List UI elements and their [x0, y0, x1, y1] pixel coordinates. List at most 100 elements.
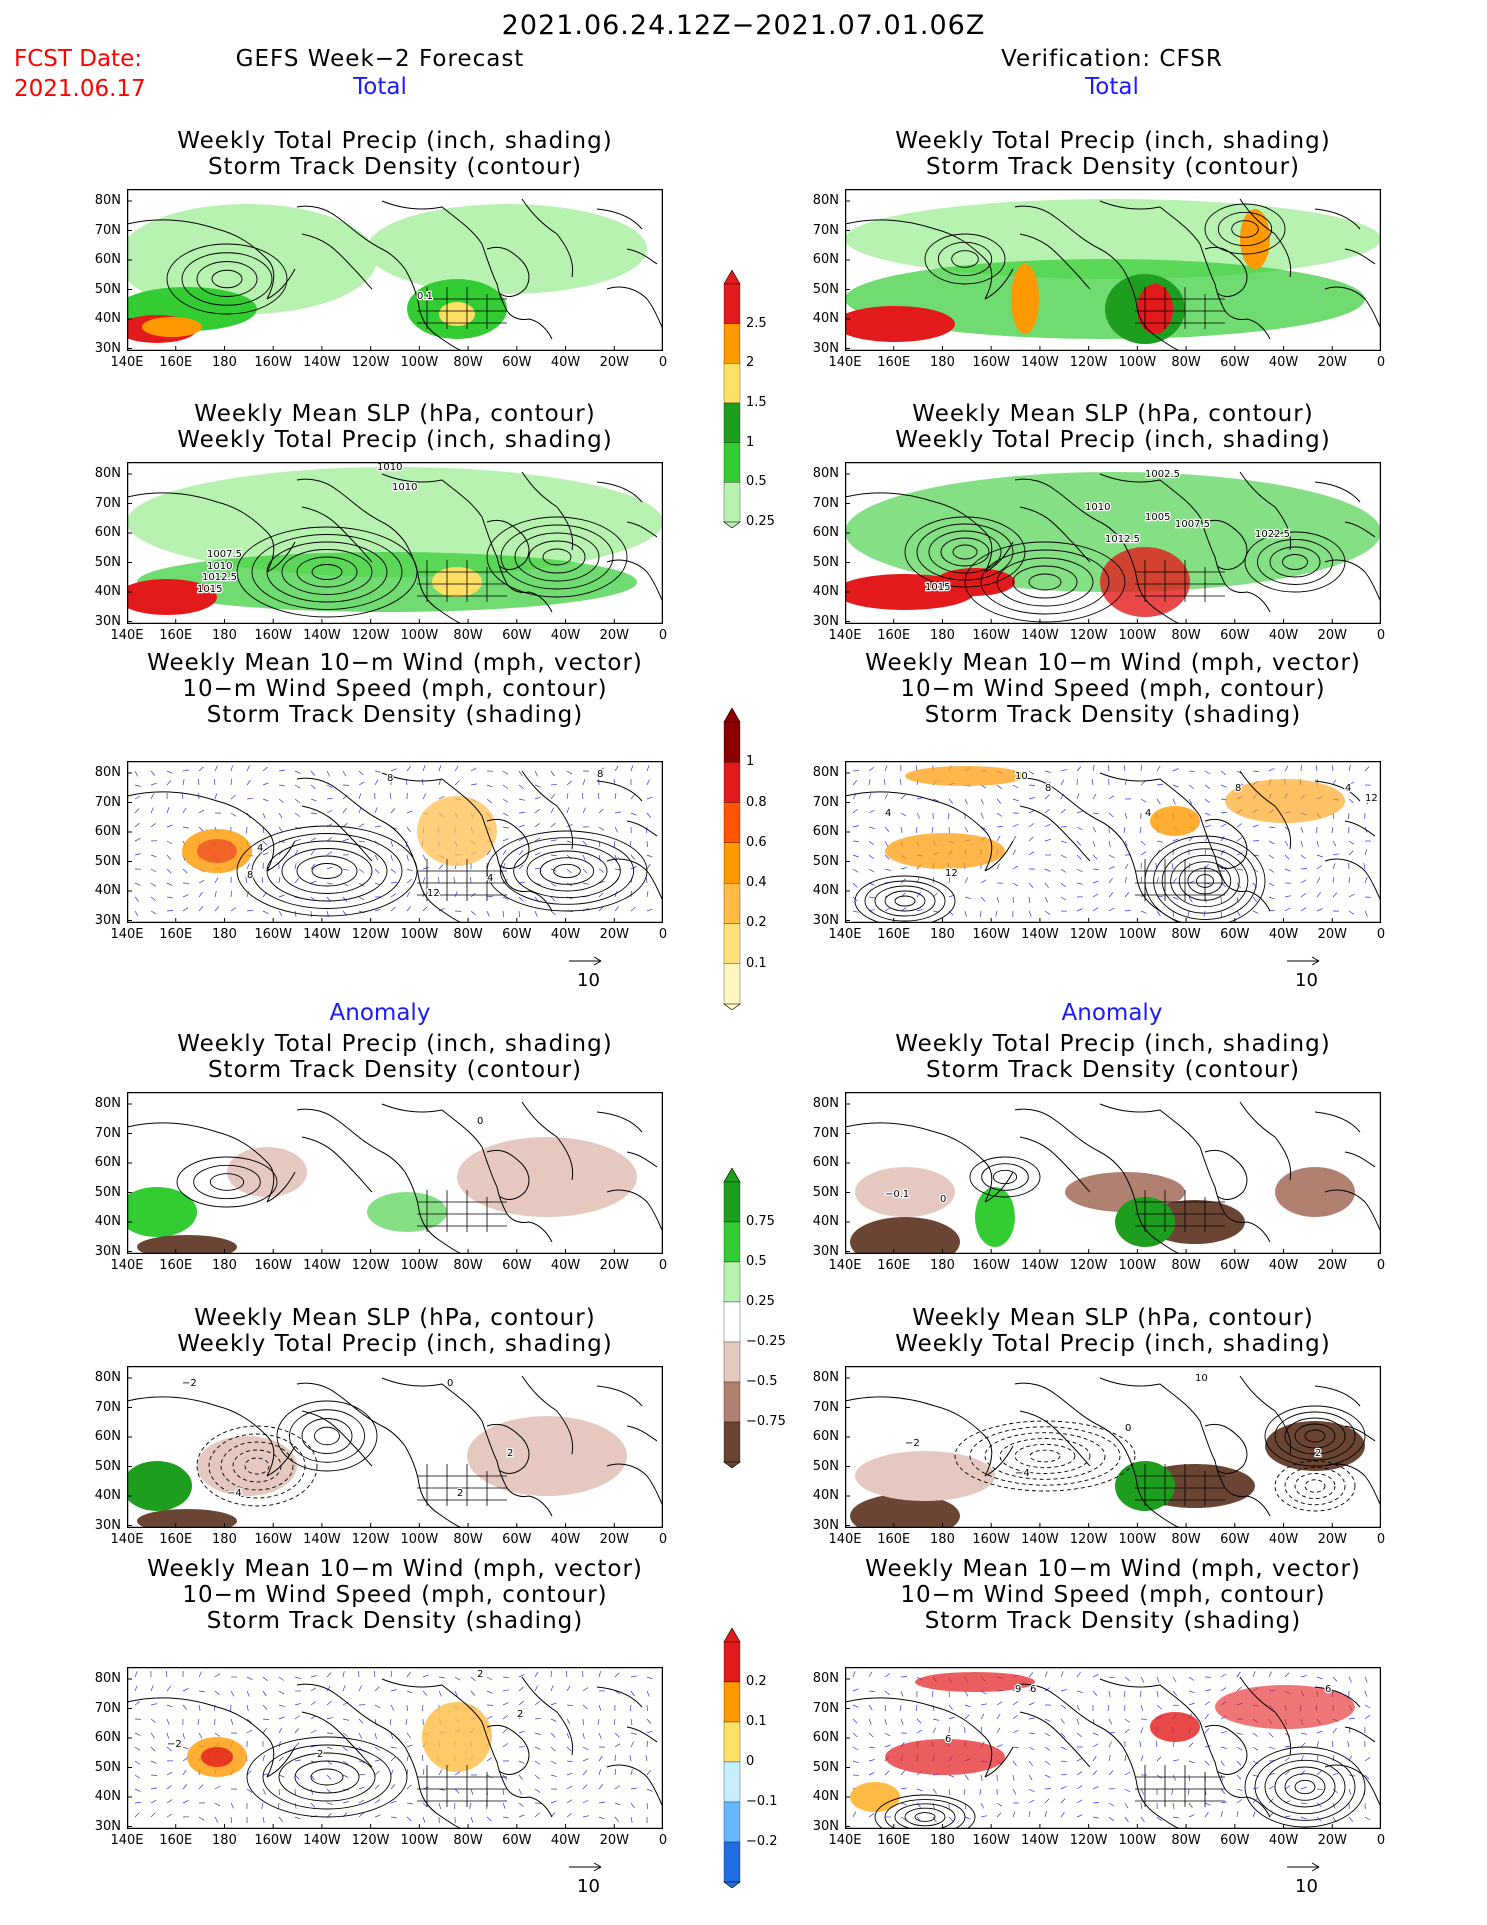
colorbar-label: 0.75 [746, 1214, 775, 1229]
panel-title-line: 10−m Wind Speed (mph, contour) [900, 676, 1326, 702]
colorbar-label: 0.1 [746, 1714, 767, 1729]
lon-label: 80W [453, 1833, 483, 1848]
panel-title-line: Storm Track Density (shading) [206, 1608, 584, 1634]
lat-label: 60N [812, 1429, 839, 1444]
lon-label: 160E [159, 628, 193, 643]
lon-label: 0 [658, 1532, 668, 1547]
forecast-panel-title-2: Weekly Mean SLP (hPa, contour) Weekly Tot… [95, 401, 695, 453]
forecast-total-label: Total [353, 74, 407, 100]
lon-label: 180 [930, 1833, 955, 1848]
lat-label: 60N [94, 1155, 121, 1170]
lon-label: 60W [1220, 927, 1250, 942]
contour-label: 0 [1125, 1423, 1131, 1434]
panel-title-line: Weekly Total Precip (inch, shading) [177, 427, 613, 453]
lon-label: 60W [1220, 1833, 1250, 1848]
lat-label: 60N [812, 525, 839, 540]
lon-label: 140E [110, 1833, 144, 1848]
lon-label: 160W [254, 1532, 293, 1547]
lat-label: 40N [94, 311, 121, 326]
colorbar-precip_total: 2.5 2 1.5 1 0.5 0.25 [722, 270, 802, 538]
contour-label: −0.1 [885, 1189, 909, 1200]
lon-label: 100W [1118, 355, 1157, 370]
verification-map-2: 1002.5 1010 1005 1007.5 1012.5 1022.5 1015 80N 7… [813, 462, 1385, 643]
lat-label: 60N [812, 1155, 839, 1170]
colorbar-swatches [723, 270, 741, 528]
panel-title-line: Weekly Total Precip (inch, shading) [895, 128, 1331, 154]
verification-map-5: 10 −2 0 −4 2 80N 70N 60N 50N 40N 30N 140E 160E 180 160… [813, 1366, 1385, 1547]
colorbar-storm_anom: 0.2 0.1 0 −0.1 −0.2 [722, 1628, 802, 1898]
lat-label: 50N [812, 1184, 839, 1200]
lon-label: 20W [599, 927, 629, 942]
lon-label: 160W [972, 927, 1011, 942]
lon-label: 140W [303, 1532, 341, 1547]
fcst-date-value: 2021.06.17 [14, 76, 146, 102]
panel-title-line: Storm Track Density (contour) [207, 1057, 583, 1083]
lat-label: 30N [94, 912, 121, 928]
map-plot: −2 0 −4 2 2 [127, 1366, 663, 1528]
lat-label: 50N [94, 1458, 121, 1474]
lon-label: 100W [400, 1532, 439, 1547]
colorbar-label: 0.2 [746, 1674, 767, 1689]
forecast-vector-reference: 10 [567, 951, 627, 991]
contour-label: 0 [447, 1378, 453, 1389]
vector-reference-label: 10 [1295, 970, 1318, 991]
map-plot: 2 −2 2 2 [127, 1667, 663, 1829]
panel-title-line: Weekly Total Precip (inch, shading) [177, 128, 613, 154]
lon-label: 20W [1317, 355, 1347, 370]
lon-label: 120W [351, 1833, 390, 1848]
fcst-date-label: FCST Date: [14, 46, 142, 72]
lon-label: 140W [303, 355, 341, 370]
lon-label: 140W [303, 1833, 341, 1848]
forecast-panel-title-5: Weekly Mean SLP (hPa, contour) Weekly Tot… [95, 1305, 695, 1357]
lon-label: 120W [1069, 1532, 1108, 1547]
colorbar-label: 0.6 [746, 834, 767, 850]
lon-label: 180 [930, 1258, 955, 1273]
forecast-panel-title-4: Weekly Total Precip (inch, shading) Storm… [95, 1031, 695, 1083]
lat-label: 70N [94, 1700, 121, 1716]
lon-label: 160W [254, 355, 293, 370]
lon-label: 160E [159, 355, 193, 370]
lon-label: 40W [550, 1833, 581, 1848]
lon-label: 40W [1268, 1833, 1299, 1848]
contour-label: 2 [517, 1709, 523, 1720]
lat-label: 40N [812, 1789, 839, 1804]
contour-label: 12 [1365, 793, 1378, 804]
contour-label: 4 [1345, 783, 1351, 794]
lon-label: 120W [1069, 927, 1108, 942]
colorbar-label: 1.5 [746, 395, 767, 410]
lon-label: 120W [1069, 1833, 1108, 1848]
lon-label: 160W [254, 628, 293, 643]
panel-title-line: Weekly Mean 10−m Wind (mph, vector) [865, 1556, 1361, 1582]
vector-reference-label: 10 [577, 970, 600, 991]
contour-label: 8 [1235, 783, 1241, 794]
lon-label: 140E [828, 1258, 862, 1273]
lon-label: 60W [502, 628, 532, 643]
panel-title-line: Weekly Mean SLP (hPa, contour) [194, 1305, 596, 1331]
lon-label: 120W [351, 1532, 390, 1547]
verification-vector-reference: 10 [1285, 1857, 1345, 1897]
lon-label: 180 [212, 927, 237, 942]
lon-label: 160W [972, 355, 1011, 370]
lon-label: 180 [930, 355, 955, 370]
lon-label: 140W [1021, 1258, 1059, 1273]
lat-label: 40N [812, 883, 839, 898]
lon-label: 60W [1220, 355, 1250, 370]
lat-label: 80N [812, 1096, 839, 1111]
contour-label: 2 [477, 1669, 483, 1680]
lon-label: 180 [212, 1258, 237, 1273]
lon-label: 100W [1118, 1532, 1157, 1547]
lon-label: 20W [1317, 1833, 1347, 1848]
lon-label: 180 [212, 1833, 237, 1848]
contour-label: 12 [945, 868, 958, 879]
lon-label: 140E [828, 1532, 862, 1547]
contour-label: 8 [597, 769, 603, 780]
lon-label: 120W [351, 927, 390, 942]
lon-label: 100W [400, 355, 439, 370]
lon-label: 160W [254, 927, 293, 942]
panel-title-line: Weekly Mean 10−m Wind (mph, vector) [865, 650, 1361, 676]
contour-label: 1012.5 [202, 572, 237, 583]
lon-label: 0 [658, 355, 668, 370]
map-plot: 0 [127, 1092, 663, 1254]
contour-label: −4 [227, 1488, 242, 1499]
